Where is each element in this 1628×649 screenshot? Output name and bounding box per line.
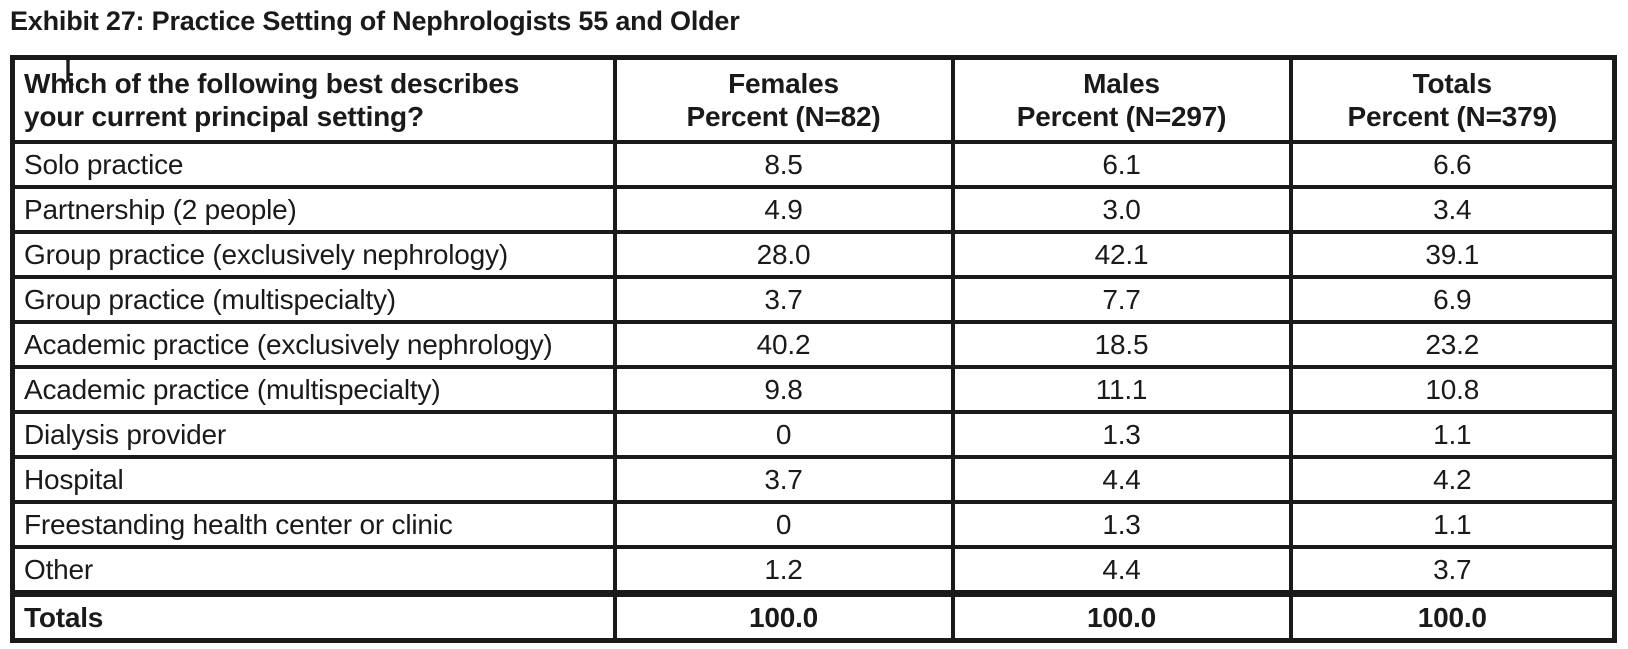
table-row: Solo practice 8.5 6.1 6.6: [10, 140, 1617, 189]
table-row: Hospital 3.7 4.4 4.2: [10, 455, 1617, 504]
females-value-cell: 0: [612, 410, 955, 459]
females-value-cell: 4.9: [612, 185, 955, 234]
setting-cell: Partnership (2 people): [10, 185, 617, 234]
males-value-cell: 4.4: [950, 455, 1293, 504]
males-value-cell: 7.7: [950, 275, 1293, 324]
females-value-cell: 9.8: [612, 365, 955, 414]
table-row: Partnership (2 people) 4.9 3.0 3.4: [10, 185, 1617, 234]
setting-cell: Academic practice (multispecialty): [10, 365, 617, 414]
setting-cell: Academic practice (exclusively nephrolog…: [10, 320, 617, 369]
males-value-cell: 4.4: [950, 545, 1293, 596]
females-value-cell: 28.0: [612, 230, 955, 279]
setting-cell: Freestanding health center or clinic: [10, 500, 617, 549]
table-row: Freestanding health center or clinic 0 1…: [10, 500, 1617, 549]
setting-cell: Other: [10, 545, 617, 596]
question-line-1: Which of the following best describes: [24, 68, 520, 99]
females-value-cell: 100.0: [612, 590, 955, 643]
totals-value-cell: 1.1: [1288, 410, 1617, 459]
males-column-header: Males Percent (N=297): [950, 55, 1293, 144]
females-value-cell: 1.2: [612, 545, 955, 596]
exhibit-title: Exhibit 27: Practice Setting of Nephrolo…: [10, 6, 740, 36]
table-row: Dialysis provider 0 1.3 1.1: [10, 410, 1617, 459]
females-value-cell: 40.2: [612, 320, 955, 369]
totals-value-cell: 39.1: [1288, 230, 1617, 279]
males-value-cell: 1.3: [950, 500, 1293, 549]
setting-cell: Group practice (exclusively nephrology): [10, 230, 617, 279]
table-row: Other 1.2 4.4 3.7: [10, 545, 1617, 596]
table-row: Academic practice (exclusively nephrolog…: [10, 320, 1617, 369]
totals-value-cell: 3.7: [1288, 545, 1617, 596]
males-value-cell: 11.1: [950, 365, 1293, 414]
totals-value-cell: 3.4: [1288, 185, 1617, 234]
totals-row: Totals 100.0 100.0 100.0: [10, 590, 1617, 643]
table-row: Academic practice (multispecialty) 9.8 1…: [10, 365, 1617, 414]
females-value-cell: 3.7: [612, 275, 955, 324]
totals-value-cell: 6.9: [1288, 275, 1617, 324]
males-value-cell: 100.0: [950, 590, 1293, 643]
totals-column-header: Totals Percent (N=379): [1288, 55, 1617, 144]
setting-cell: Group practice (multispecialty): [10, 275, 617, 324]
males-value-cell: 42.1: [950, 230, 1293, 279]
males-value-cell: 3.0: [950, 185, 1293, 234]
females-header-sub: Percent (N=82): [686, 101, 881, 132]
question-line-2: your current principal setting?: [24, 101, 424, 132]
header-row: Which of the following best describes yo…: [10, 55, 1617, 144]
totals-value-cell: 100.0: [1288, 590, 1617, 643]
males-value-cell: 6.1: [950, 140, 1293, 189]
table-row: Group practice (exclusively nephrology) …: [10, 230, 1617, 279]
table-row: Group practice (multispecialty) 3.7 7.7 …: [10, 275, 1617, 324]
females-value-cell: 8.5: [612, 140, 955, 189]
totals-value-cell: 1.1: [1288, 500, 1617, 549]
totals-header-sub: Percent (N=379): [1347, 101, 1558, 132]
males-header-sub: Percent (N=297): [1016, 101, 1227, 132]
setting-cell: Dialysis provider: [10, 410, 617, 459]
males-value-cell: 18.5: [950, 320, 1293, 369]
totals-value-cell: 4.2: [1288, 455, 1617, 504]
question-header-cell: Which of the following best describes yo…: [10, 55, 617, 144]
practice-setting-table: Which of the following best describes yo…: [10, 55, 1617, 643]
totals-header-label: Totals: [1412, 68, 1492, 99]
setting-cell: Totals: [10, 590, 617, 643]
females-value-cell: 3.7: [612, 455, 955, 504]
males-value-cell: 1.3: [950, 410, 1293, 459]
setting-cell: Hospital: [10, 455, 617, 504]
females-value-cell: 0: [612, 500, 955, 549]
setting-cell: Solo practice: [10, 140, 617, 189]
totals-value-cell: 23.2: [1288, 320, 1617, 369]
females-header-label: Females: [728, 68, 839, 99]
totals-value-cell: 6.6: [1288, 140, 1617, 189]
males-header-label: Males: [1083, 68, 1160, 99]
females-column-header: Females Percent (N=82): [612, 55, 955, 144]
table-body: Solo practice 8.5 6.1 6.6 Partnership (2…: [10, 140, 1617, 643]
totals-value-cell: 10.8: [1288, 365, 1617, 414]
